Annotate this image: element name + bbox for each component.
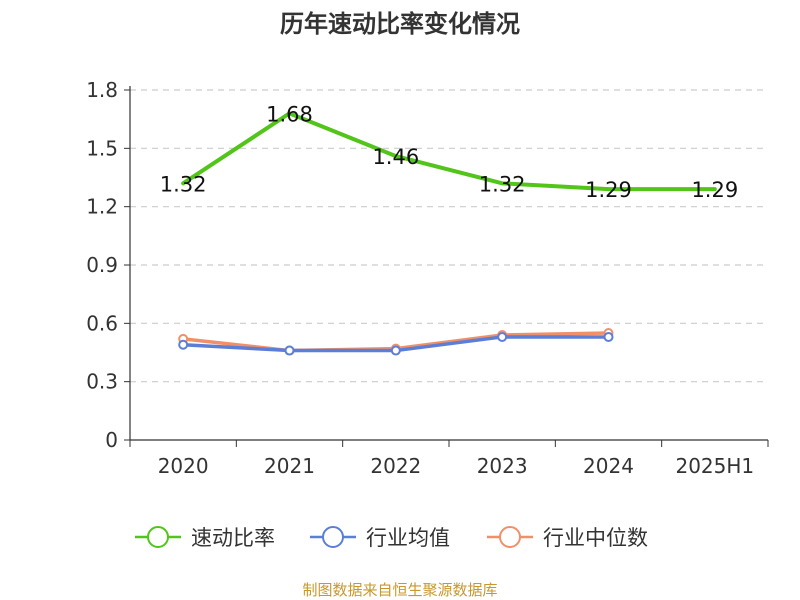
x-tick-label: 2022 [370,454,421,478]
x-tick-label: 2024 [583,454,634,478]
legend-swatch-marker [499,526,521,548]
legend-swatch-marker [322,526,344,548]
data-label: 1.46 [372,145,419,169]
data-point [603,331,614,342]
data-label: 1.29 [691,178,738,202]
y-tick-label: 0.3 [86,370,118,394]
x-tick-label: 2023 [477,454,528,478]
chart-title: 历年速动比率变化情况 [280,10,520,38]
legend: 速动比率 行业均值 行业中位数 [135,526,648,550]
x-tick-label: 2020 [158,454,209,478]
data-point [497,331,508,342]
x-tick-label: 2021 [264,454,315,478]
legend-item: 速动比率 [135,526,275,550]
x-tick-label: 2025H1 [675,454,754,478]
source-note: 制图数据来自恒生聚源数据库 [302,581,497,599]
data-point [178,339,189,350]
data-labels: 1.32 1.68 1.46 1.32 1.29 1.29 [160,102,738,202]
axes [129,86,768,441]
series-line-0 [181,111,717,192]
y-tick-label: 0 [105,428,118,452]
x-axis-ticks: 2020 2021 2022 2023 2024 2025H1 [129,440,769,478]
legend-swatch-marker [147,526,169,548]
data-point [390,345,401,356]
legend-item: 行业均值 [310,526,450,550]
data-label: 1.29 [585,178,632,202]
legend-label: 行业均值 [366,526,450,550]
data-label: 1.68 [266,102,313,126]
data-label: 1.32 [160,172,207,196]
y-axis-ticks: 0 0.3 0.6 0.9 1.2 1.5 1.8 [86,78,130,452]
series-layer [178,111,717,356]
gridlines [130,89,768,383]
data-point [284,345,295,356]
legend-label: 行业中位数 [543,526,648,550]
y-tick-label: 0.9 [86,253,118,277]
data-label: 1.32 [479,172,526,196]
y-tick-label: 1.2 [86,195,118,219]
y-tick-label: 1.8 [86,78,118,102]
legend-item: 行业中位数 [487,526,648,550]
y-tick-label: 1.5 [86,136,118,160]
y-tick-label: 0.6 [86,311,118,335]
legend-label: 速动比率 [191,526,275,550]
